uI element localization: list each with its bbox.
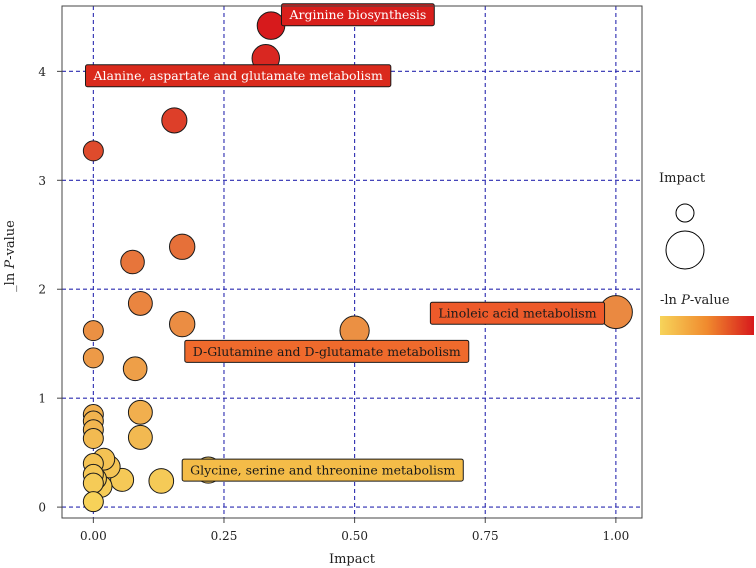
data-point — [82, 140, 104, 162]
data-point — [127, 424, 153, 450]
data-point — [256, 11, 286, 40]
annotation-label: Glycine, serine and threonine metabolism — [190, 463, 455, 478]
data-point — [148, 468, 175, 494]
x-tick-label: 0.00 — [80, 529, 107, 543]
legend-color-title-suffix: -value — [690, 293, 730, 308]
y-axis-title-italic: P — [3, 260, 18, 270]
data-point — [169, 310, 196, 338]
y-tick-label: 0 — [38, 501, 46, 515]
data-point — [82, 347, 104, 369]
legend-color-title-italic: P — [680, 293, 690, 308]
annotations: Arginine biosynthesis Alanine, aspartate … — [85, 3, 606, 482]
data-point — [161, 107, 188, 134]
annotation: Linoleic acid metabolism — [429, 301, 606, 325]
x-tick-label: 0.75 — [472, 529, 499, 543]
x-tick-label: 1.00 — [603, 529, 630, 543]
annotation-box — [429, 301, 606, 325]
annotation: Glycine, serine and threonine metabolism — [181, 458, 464, 482]
y-tick-label: 1 — [38, 392, 46, 406]
axes: 0.00 0.25 0.50 0.75 1.00 0 1 2 3 4 — [38, 65, 629, 543]
legend-size-title: Impact — [659, 171, 706, 186]
data-point — [82, 472, 104, 494]
annotation-label: Arginine biosynthesis — [288, 7, 426, 22]
legend-color-bar — [660, 316, 754, 335]
data-point — [82, 427, 104, 449]
legend-size-small — [675, 203, 695, 223]
annotation-box — [181, 458, 464, 482]
annotation-label: D-Glutamine and D-glutamate metabolism — [193, 344, 461, 359]
data-point — [120, 249, 145, 275]
x-tick-label: 0.50 — [341, 529, 368, 543]
annotation-box — [280, 3, 435, 27]
legend-color-title-prefix: -ln — [660, 293, 681, 308]
y-tick-label: 2 — [38, 283, 46, 297]
data-point — [82, 491, 104, 513]
annotation-label: Linoleic acid metabolism — [438, 306, 596, 321]
annotation: Alanine, aspartate and glutamate metabol… — [85, 64, 392, 88]
annotation-box — [184, 339, 470, 363]
x-axis-title: Impact — [329, 552, 376, 567]
data-point — [122, 356, 148, 382]
y-axis-title-suffix: -value — [3, 220, 18, 260]
annotation: Arginine biosynthesis — [280, 3, 435, 27]
y-axis-title-prefix: _ln — [3, 269, 18, 292]
data-point — [127, 399, 153, 425]
x-tick-label: 0.25 — [211, 529, 238, 543]
y-tick-label: 4 — [38, 65, 46, 79]
annotation-label: Alanine, aspartate and glutamate metabol… — [93, 68, 383, 83]
annotation: D-Glutamine and D-glutamate metabolism — [184, 339, 470, 363]
legend-size-large — [665, 230, 705, 270]
data-point — [82, 320, 104, 342]
legend-color-title: -ln P-value — [660, 293, 730, 308]
data-point — [169, 233, 196, 260]
plot-frame — [61, 5, 643, 519]
annotation-box — [85, 64, 392, 88]
data-point — [127, 290, 153, 316]
y-tick-label: 3 — [38, 174, 46, 188]
legend: Impact -ln P-value — [659, 171, 754, 335]
grid — [62, 6, 642, 518]
y-axis-title: _ln P-value — [3, 220, 18, 292]
